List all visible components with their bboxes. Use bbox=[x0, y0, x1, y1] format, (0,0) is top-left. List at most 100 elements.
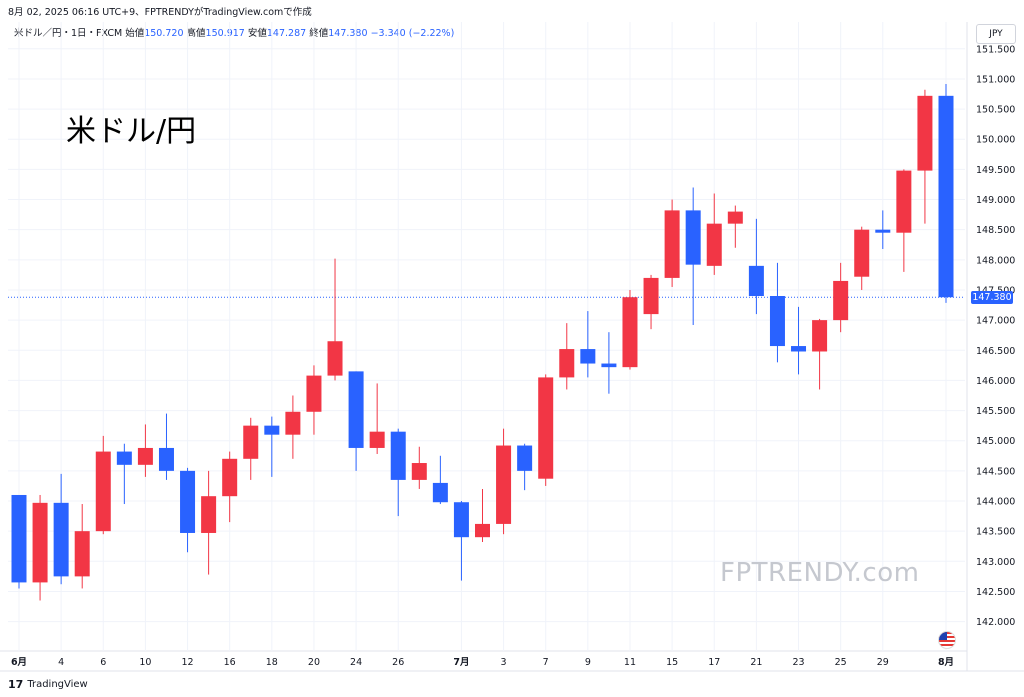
price-tick-label: 148.000 bbox=[976, 255, 1015, 266]
candle-body bbox=[643, 277, 659, 315]
candle bbox=[938, 83, 954, 303]
symbol-label[interactable]: 米ドル／円・1日・FXCM bbox=[14, 28, 123, 39]
candle bbox=[769, 262, 785, 363]
candle bbox=[896, 169, 912, 272]
candle bbox=[390, 428, 406, 517]
price-tick-label: 142.000 bbox=[976, 617, 1015, 628]
price-tick-label: 149.000 bbox=[976, 195, 1015, 206]
candle bbox=[411, 446, 427, 489]
tradingview-brand[interactable]: TradingView bbox=[27, 679, 88, 690]
tradingview-logo-icon[interactable]: 17 bbox=[8, 678, 24, 691]
candle bbox=[854, 226, 870, 290]
candle bbox=[180, 467, 196, 553]
candle bbox=[622, 289, 638, 370]
candle bbox=[158, 413, 174, 480]
watermark: FPTRENDY.com bbox=[720, 558, 920, 588]
candle-body bbox=[580, 349, 596, 364]
candle-body bbox=[875, 229, 891, 233]
candle-body bbox=[748, 265, 764, 297]
candle-body bbox=[517, 445, 533, 471]
candle bbox=[580, 311, 596, 378]
high-value: 150.917 bbox=[205, 28, 245, 39]
candle bbox=[116, 443, 132, 505]
currency-badge[interactable]: JPY bbox=[976, 24, 1016, 44]
candle-body bbox=[411, 463, 427, 480]
us-flag-icon[interactable] bbox=[938, 631, 956, 649]
time-tick-label: 8月 bbox=[938, 657, 954, 668]
candle-body bbox=[706, 223, 722, 266]
candle bbox=[559, 323, 575, 390]
candle-body bbox=[137, 447, 153, 465]
candle-body bbox=[264, 425, 280, 435]
candle-body bbox=[158, 447, 174, 471]
candle-body bbox=[453, 502, 469, 538]
time-tick-label: 18 bbox=[266, 657, 278, 668]
candle bbox=[812, 318, 828, 390]
price-tick-label: 151.000 bbox=[976, 74, 1015, 85]
close-label: 終値 bbox=[309, 28, 329, 39]
candle-body bbox=[854, 229, 870, 277]
candle-body bbox=[222, 458, 238, 497]
candle-body bbox=[938, 95, 954, 298]
candle-body bbox=[432, 482, 448, 503]
candle bbox=[348, 371, 364, 471]
candle-body bbox=[53, 502, 69, 577]
candle-body bbox=[664, 210, 680, 278]
candle bbox=[496, 428, 512, 535]
candle bbox=[222, 451, 238, 523]
candle bbox=[137, 424, 153, 477]
time-axis[interactable]: 6月 4 6 10 12 16 18 20 24 26 7月 3 7 9 11 15 17 21 23 25 29 8月 bbox=[11, 657, 954, 668]
candle bbox=[285, 395, 301, 459]
candle-body bbox=[327, 341, 343, 376]
candle bbox=[706, 193, 722, 275]
candle-body bbox=[769, 296, 785, 347]
time-tick-label: 26 bbox=[392, 657, 404, 668]
time-tick-label: 6月 bbox=[11, 657, 27, 668]
chart-title-overlay: 米ドル/円 bbox=[66, 114, 197, 149]
candle bbox=[306, 365, 322, 435]
low-label: 安値 bbox=[247, 28, 267, 39]
candle-body bbox=[685, 210, 701, 265]
candle bbox=[517, 443, 533, 491]
candle bbox=[748, 218, 764, 315]
candle bbox=[538, 374, 554, 486]
time-tick-label: 6 bbox=[100, 657, 106, 668]
price-tick-label: 142.500 bbox=[976, 587, 1015, 598]
candle bbox=[643, 274, 659, 330]
price-tick-label: 145.500 bbox=[976, 406, 1015, 417]
candle-body bbox=[727, 211, 743, 224]
candle-body bbox=[622, 297, 638, 368]
candle bbox=[917, 89, 933, 224]
time-tick-label: 23 bbox=[792, 657, 804, 668]
candle-body bbox=[369, 431, 385, 448]
candle-body bbox=[74, 531, 90, 577]
candle bbox=[453, 501, 469, 581]
time-tick-label: 7 bbox=[543, 657, 549, 668]
candle-body bbox=[285, 411, 301, 435]
time-tick-label: 20 bbox=[308, 657, 320, 668]
candle-body bbox=[791, 346, 807, 352]
time-tick-label: 7月 bbox=[453, 657, 469, 668]
price-tick-label: 146.500 bbox=[976, 346, 1015, 357]
footer: 17 TradingView bbox=[8, 678, 88, 691]
candle bbox=[327, 258, 343, 381]
candle bbox=[53, 473, 69, 585]
candle bbox=[369, 383, 385, 454]
price-axis[interactable]: 151.500 151.000 150.500 150.000 149.500 149.0… bbox=[976, 44, 1015, 628]
time-tick-label: 4 bbox=[58, 657, 64, 668]
price-tick-label: 146.000 bbox=[976, 376, 1015, 387]
candle bbox=[95, 435, 111, 535]
open-label: 始値 bbox=[125, 28, 145, 39]
candle-body bbox=[812, 320, 828, 352]
time-tick-label: 11 bbox=[624, 657, 636, 668]
candle-body bbox=[95, 451, 111, 532]
candle bbox=[74, 504, 90, 589]
low-value: 147.287 bbox=[266, 28, 307, 39]
candle-body bbox=[116, 451, 132, 465]
price-tick-label: 149.500 bbox=[976, 165, 1015, 176]
price-tick-label: 143.000 bbox=[976, 557, 1015, 568]
candle bbox=[833, 262, 849, 333]
last-price-tag: 147.380 bbox=[971, 290, 1013, 304]
candle-body bbox=[475, 523, 490, 538]
